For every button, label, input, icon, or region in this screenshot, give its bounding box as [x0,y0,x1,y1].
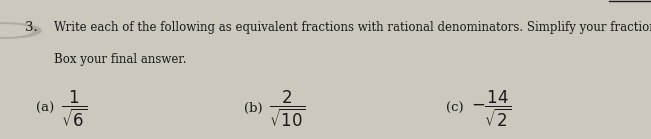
Text: $-\dfrac{14}{\sqrt{2}}$: $-\dfrac{14}{\sqrt{2}}$ [471,88,511,129]
Text: (b): (b) [244,102,263,115]
Text: $\dfrac{1}{\sqrt{6}}$: $\dfrac{1}{\sqrt{6}}$ [61,88,87,129]
Circle shape [0,23,41,38]
Text: 3.: 3. [25,21,38,34]
Text: $\dfrac{2}{\sqrt{10}}$: $\dfrac{2}{\sqrt{10}}$ [269,88,306,129]
Text: (c): (c) [446,102,464,115]
Text: Box your final answer.: Box your final answer. [54,53,187,66]
Text: (a): (a) [36,102,54,115]
Text: Write each of the following as equivalent fractions with rational denominators. : Write each of the following as equivalen… [54,21,651,34]
Circle shape [0,25,32,36]
